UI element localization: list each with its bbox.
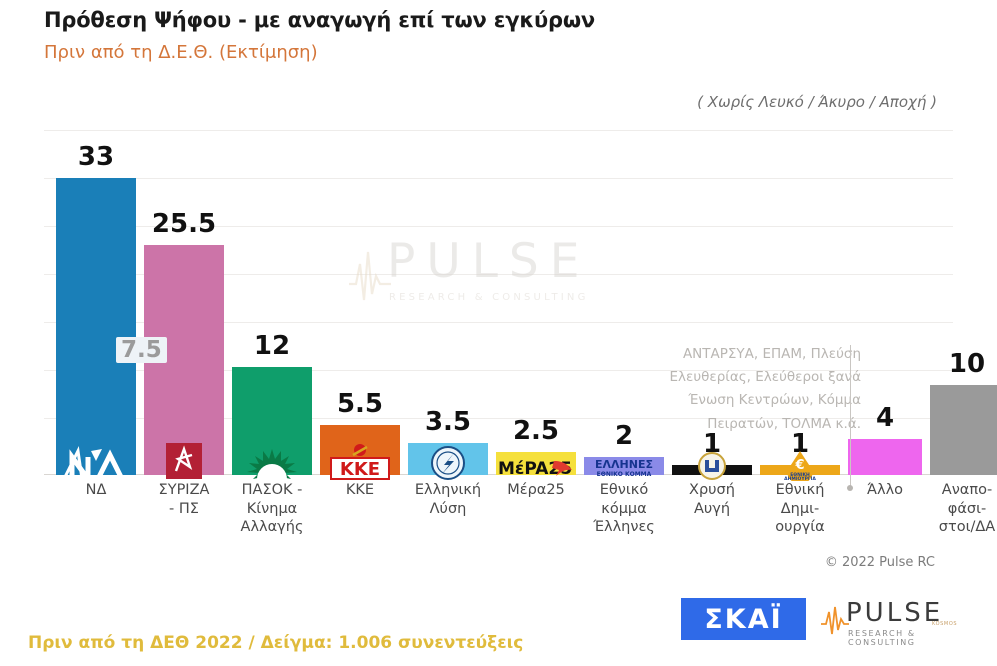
bar-group-elliniki-lysi[interactable]: 3.5 — [408, 407, 488, 480]
pulse-watermark: PULSE RESEARCH & CONSULTING — [339, 230, 629, 330]
category-label-elliniki-lysi: Ελληνική Λύση — [408, 481, 488, 518]
gridline — [44, 370, 953, 371]
gridline — [44, 322, 953, 323]
bar-value-allo: 4 — [875, 403, 895, 433]
chart-subtitle: Πριν από τη Δ.Ε.Θ. (Εκτίμηση) — [44, 42, 318, 63]
bar-elliniki-lysi[interactable] — [408, 443, 488, 475]
bar-value-chrysi-avgi: 1 — [702, 429, 722, 459]
bar-group-anapofasistoi[interactable]: 10 — [930, 349, 997, 475]
bar-value-mera25: 2.5 — [512, 416, 560, 446]
watermark-tagline: RESEARCH & CONSULTING — [389, 292, 589, 303]
bar-ethniko-komma[interactable] — [584, 457, 664, 475]
category-label-pasok: ΠΑΣΟΚ - Κίνημα Αλλαγής — [232, 481, 312, 537]
pulse-tagline: RESEARCH & CONSULTING — [848, 629, 916, 647]
category-label-mera25: Μέρα25 — [496, 481, 576, 500]
footer-note: Πριν από τη ΔΕΘ 2022 / Δείγμα: 1.006 συν… — [28, 633, 524, 653]
cat-line: Κίνημα — [246, 500, 298, 517]
bar-pasok[interactable] — [232, 367, 312, 475]
category-label-ethniko-komma: Εθνικό κόμμα Έλληνες — [582, 481, 666, 537]
chart-plot-area: PULSE RESEARCH & CONSULTING 33 25.5 12 — [44, 130, 997, 491]
annotation-line-1: ΑΝΤΑΡΣΥΑ, ΕΠΑΜ, Πλεύση — [682, 346, 861, 362]
cat-line: ΣΥΡΙΖΑ — [158, 482, 210, 498]
cat-line: Αναπο- — [941, 482, 993, 498]
gridline — [44, 226, 953, 227]
bar-mera25[interactable] — [496, 452, 576, 475]
cat-line: Ελληνική — [414, 482, 482, 498]
gridline — [44, 130, 953, 131]
cat-line: Άλλο — [866, 482, 904, 498]
cat-line: Δημι- — [780, 500, 820, 517]
category-label-allo: Άλλο — [848, 481, 922, 500]
cat-line: Αλλαγής — [240, 519, 304, 536]
page-title: Πρόθεση Ψήφου - με αναγωγή επί των εγκύρ… — [44, 8, 596, 32]
cat-line: ΠΑΣΟΚ - — [241, 482, 303, 498]
bar-value-pasok: 12 — [253, 331, 291, 361]
category-label-ethniki-dimiourgia: Εθνική Δημι- ουργία — [760, 481, 840, 537]
cat-line: στοι/ΔΑ — [938, 519, 996, 536]
cat-line: - ΠΣ — [169, 500, 199, 517]
annotation-line-3: Ένωση Κεντρώων, Κόμμα — [688, 392, 861, 409]
pulse-wordmark: PULSE — [846, 598, 944, 628]
other-parties-annotation: ΑΝΤΑΡΣΥΑ, ΕΠΑΜ, Πλεύση Ελευθερίας, Ελεύθ… — [656, 343, 861, 436]
cat-line: Εθνική — [775, 482, 825, 498]
cat-line: φάσι- — [947, 500, 987, 517]
cat-line: ΚΚΕ — [345, 482, 375, 498]
bar-group-ethniko-komma[interactable]: 2 ΕΛΛΗΝΕΣ ΕΘΝΙΚΟ ΚΟΜΜΑ — [584, 421, 664, 478]
cat-line: Εθνικό — [599, 482, 649, 498]
cat-line: Λύση — [429, 500, 467, 517]
bar-value-ethniko-komma: 2 — [614, 421, 634, 451]
bar-kke[interactable] — [320, 425, 400, 475]
bar-group-ethniki-dimiourgia[interactable]: 1 € ΕΘΝΙΚΗ ΔΗΜΙΟΥΡΓΙΑ — [760, 429, 840, 481]
bar-anapofasistoi[interactable] — [930, 385, 997, 475]
gridline — [44, 418, 953, 419]
cat-line: Έλληνες — [593, 519, 655, 536]
annotation-leader-line — [850, 345, 851, 488]
copyright-notice: © 2022 Pulse RC — [824, 555, 935, 570]
basis-note: ( Χωρίς Λευκό / Άκυρο / Αποχή ) — [697, 93, 937, 111]
cat-line: κόμμα — [601, 500, 647, 517]
category-label-anapofasistoi: Αναπο- φάσι- στοι/ΔΑ — [928, 481, 997, 537]
annotation-leader-dot — [847, 485, 853, 491]
category-axis: ΝΔ ΣΥΡΙΖΑ - ΠΣ ΠΑΣΟΚ - Κίνημα Αλλαγής ΚΚ… — [44, 481, 996, 551]
pulse-logo: PULSE KOSMOS RESEARCH & CONSULTING — [820, 598, 970, 647]
bar-group-nd[interactable]: 33 — [56, 142, 136, 481]
bar-value-anapofasistoi: 10 — [948, 349, 986, 379]
bar-group-kke[interactable]: 5.5 ΚΚΕ — [320, 389, 400, 480]
category-label-chrysi-avgi: Χρυσή Αυγή — [672, 481, 752, 518]
pulse-kosmos-label: KOSMOS — [932, 621, 958, 627]
cat-line: Αυγή — [693, 500, 731, 517]
bar-chrysi-avgi[interactable] — [672, 465, 752, 475]
category-label-kke: ΚΚΕ — [320, 481, 400, 500]
watermark-wordmark: PULSE — [387, 234, 591, 289]
bar-allo[interactable] — [848, 439, 922, 475]
bar-value-elliniki-lysi: 3.5 — [424, 407, 472, 437]
bar-ethniki-dimiourgia[interactable] — [760, 465, 840, 475]
skai-logo: ΣΚΑΪ — [681, 598, 806, 640]
bar-value-syriza: 25.5 — [151, 209, 217, 239]
category-label-syriza: ΣΥΡΙΖΑ - ΠΣ — [144, 481, 224, 518]
skai-wordmark: ΣΚΑΪ — [704, 603, 783, 635]
bar-group-mera25[interactable]: 2.5 MέPA25 — [496, 416, 576, 479]
bar-value-kke: 5.5 — [336, 389, 384, 419]
bar-group-chrysi-avgi[interactable]: 1 — [672, 429, 752, 480]
cat-line: ουργία — [775, 519, 825, 536]
annotation-line-2: Ελευθερίας, Ελεύθεροι ξανά — [669, 369, 861, 386]
cat-line: Χρυσή — [689, 482, 735, 498]
gridline — [44, 274, 953, 275]
cat-line: ΝΔ — [85, 482, 107, 498]
bar-group-pasok[interactable]: 12 — [232, 331, 312, 479]
gridline — [44, 178, 953, 179]
bar-nd[interactable] — [56, 178, 136, 475]
annotation-line-4: Πειρατών, ΤΟΛΜΑ κ.ά. — [707, 415, 861, 432]
cat-line: Μέρα25 — [507, 482, 565, 498]
category-label-nd: ΝΔ — [56, 481, 136, 500]
bar-group-allo[interactable]: 4 — [848, 403, 922, 475]
gap-badge: 7.5 — [116, 337, 167, 363]
bar-value-nd: 33 — [77, 142, 115, 172]
